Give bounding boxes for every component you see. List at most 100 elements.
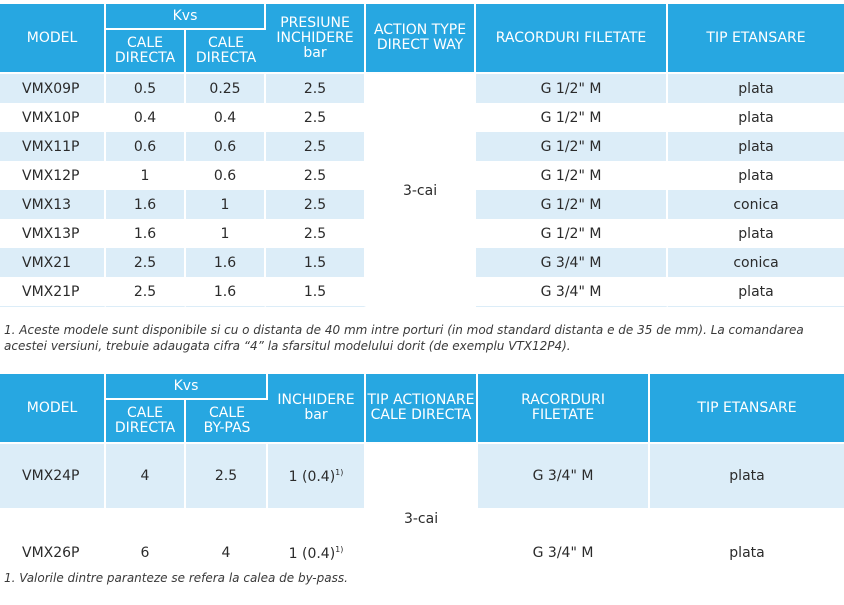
- header-cale-directa-1: CALE DIRECTA: [106, 30, 186, 74]
- kvs-directa-cell: 4: [106, 444, 186, 508]
- table-row: VMX26P 6 4 1 (0.4)1) G 3/4" M plata: [0, 508, 844, 586]
- kvs-directa-2-cell: 0.4: [186, 103, 267, 132]
- header-action-line1: ACTION TYPE: [373, 22, 467, 38]
- kvs-directa-cell: 2.5: [106, 277, 186, 307]
- kvs-directa-2-cell: 1.6: [186, 248, 267, 277]
- kvs-directa-cell: 0.6: [106, 132, 186, 161]
- header-cale-directa-line2: DIRECTA: [114, 420, 176, 436]
- table-row: VMX21P 2.5 1.6 1.5 G 3/4" M plata: [0, 277, 844, 307]
- racord-cell: G 1/2" M: [476, 132, 669, 161]
- kvs-directa-cell: 0.5: [106, 74, 186, 103]
- model-cell: VMX21: [0, 248, 106, 277]
- kvs-bypas-cell: 4: [186, 508, 269, 586]
- racord-cell: G 3/4" M: [476, 277, 669, 307]
- etansare-cell: plata: [668, 132, 844, 161]
- inchidere-value: 1 (0.4): [288, 545, 336, 562]
- header-action-line2: DIRECT WAY: [376, 37, 464, 53]
- presiune-cell: 2.5: [266, 190, 367, 219]
- model-cell: VMX24P: [0, 444, 106, 508]
- footnote-table-2: 1. Valorile dintre paranteze se refera l…: [4, 571, 348, 585]
- header-presiune-line2: INCHIDERE: [276, 29, 354, 46]
- header-presiune-unit: bar: [303, 44, 327, 61]
- header-inchidere-unit: bar: [304, 407, 328, 423]
- header-racorduri-line1: RACORDURI: [521, 392, 605, 408]
- etansare-cell: plata: [650, 444, 844, 508]
- kvs-directa-2-cell: 0.25: [186, 74, 267, 103]
- header-cale-directa-2-line1: CALE: [208, 35, 244, 51]
- presiune-cell: 2.5: [266, 74, 367, 103]
- presiune-cell: 2.5: [266, 161, 367, 190]
- header-presiune-line1: PRESIUNE: [280, 14, 350, 31]
- racord-cell: G 1/2" M: [476, 190, 669, 219]
- table-row: VMX13 1.6 1 2.5 G 1/2" M conica: [0, 190, 844, 219]
- table-row: VMX10P 0.4 0.4 2.5 G 1/2" M plata: [0, 103, 844, 132]
- header-tip-etansare: TIP ETANSARE: [650, 374, 844, 444]
- header-cale-directa-2: CALE DIRECTA: [186, 30, 267, 74]
- footnote-ref: 1): [335, 544, 344, 554]
- model-cell: VMX10P: [0, 103, 106, 132]
- model-cell: VMX13P: [0, 219, 106, 248]
- racord-cell: G 3/4" M: [478, 444, 651, 508]
- model-cell: VMX11P: [0, 132, 106, 161]
- kvs-directa-2-cell: 1.6: [186, 277, 267, 307]
- header-model: MODEL: [0, 4, 106, 74]
- presiune-cell: 2.5: [266, 132, 367, 161]
- header-kvs: Kvs: [106, 374, 269, 400]
- header-cale-directa: CALE DIRECTA: [106, 400, 186, 444]
- model-cell: VMX09P: [0, 74, 106, 103]
- kvs-bypas-cell: 2.5: [186, 444, 269, 508]
- header-cale-bypas-line1: CALE: [209, 405, 245, 421]
- model-cell: VMX13: [0, 190, 106, 219]
- header-action-type: ACTION TYPE DIRECT WAY: [366, 4, 477, 74]
- etansare-cell: plata: [650, 508, 844, 586]
- kvs-directa-cell: 1.6: [106, 190, 186, 219]
- presiune-cell: 2.5: [266, 103, 367, 132]
- kvs-directa-2-cell: 1: [186, 190, 267, 219]
- racord-cell: G 1/2" M: [476, 103, 669, 132]
- header-presiune: PRESIUNE INCHIDERE bar: [266, 4, 367, 74]
- header-cale-directa-2-line2: DIRECTA: [195, 50, 257, 66]
- racord-cell: G 1/2" M: [476, 219, 669, 248]
- racord-cell: G 3/4" M: [476, 248, 669, 277]
- model-cell: VMX26P: [0, 508, 106, 586]
- etansare-cell: plata: [668, 219, 844, 248]
- valve-spec-table-1: MODEL Kvs PRESIUNE INCHIDERE bar ACTION …: [0, 4, 844, 307]
- action-type-cell: 3-cai: [366, 74, 477, 307]
- header-tip-actionare: TIP ACTIONARE CALE DIRECTA: [366, 374, 479, 444]
- etansare-cell: plata: [668, 277, 844, 307]
- footnote-ref: 1): [335, 467, 344, 477]
- kvs-directa-2-cell: 1: [186, 219, 267, 248]
- header-cale-bypas: CALE BY-PAS: [186, 400, 269, 444]
- inchidere-cell: 1 (0.4)1): [268, 508, 367, 586]
- presiune-cell: 1.5: [266, 248, 367, 277]
- header-tip-etansare: TIP ETANSARE: [668, 4, 844, 74]
- table-row: VMX09P 0.5 0.25 2.5 3-cai G 1/2" M plata: [0, 74, 844, 307]
- table-row: VMX21 2.5 1.6 1.5 G 3/4" M conica: [0, 248, 844, 277]
- inchidere-cell: 1 (0.4)1): [268, 444, 367, 508]
- header-model: MODEL: [0, 374, 106, 444]
- inchidere-value: 1 (0.4): [288, 468, 336, 485]
- racord-cell: G 1/2" M: [476, 161, 669, 190]
- presiune-cell: 1.5: [266, 277, 367, 307]
- header-tip-actionare-line1: TIP ACTIONARE: [367, 392, 475, 408]
- etansare-cell: plata: [668, 103, 844, 132]
- racord-cell: G 1/2" M: [476, 74, 669, 103]
- presiune-cell: 2.5: [266, 219, 367, 248]
- etansare-cell: plata: [668, 74, 844, 103]
- model-cell: VMX12P: [0, 161, 106, 190]
- header-inchidere: INCHIDERE bar: [268, 374, 367, 444]
- etansare-cell: conica: [668, 248, 844, 277]
- kvs-directa-cell: 2.5: [106, 248, 186, 277]
- header-cale-directa-1-line2: DIRECTA: [114, 50, 176, 66]
- header-tip-actionare-line2: CALE DIRECTA: [370, 407, 472, 423]
- header-racorduri: RACORDURI FILETATE: [476, 4, 669, 74]
- tip-actionare-cell: 3-cai: [366, 444, 479, 586]
- racord-cell: G 3/4" M: [478, 508, 651, 586]
- table-row: VMX12P 1 0.6 2.5 G 1/2" M plata: [0, 161, 844, 190]
- header-cale-bypas-line2: BY-PAS: [203, 420, 251, 436]
- etansare-cell: plata: [668, 161, 844, 190]
- table-row: VMX24P 4 2.5 1 (0.4)1) 3-cai G 3/4" M pl…: [0, 444, 844, 586]
- footnote-table-1: 1. Aceste modele sunt disponibile si cu …: [4, 323, 804, 353]
- kvs-directa-cell: 1: [106, 161, 186, 190]
- kvs-directa-cell: 0.4: [106, 103, 186, 132]
